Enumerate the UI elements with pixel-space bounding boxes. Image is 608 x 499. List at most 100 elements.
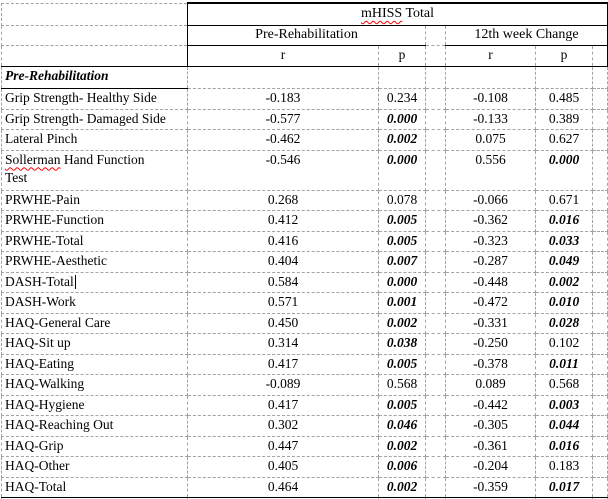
pre-rehab-r-cell[interactable]: 0.302 bbox=[187, 415, 379, 437]
row-label-cell[interactable]: HAQ-Other bbox=[1, 456, 188, 478]
row-label-cell[interactable]: Lateral Pinch bbox=[1, 129, 188, 151]
week12-p-header[interactable]: p bbox=[535, 45, 593, 67]
pre-rehab-p-cell[interactable]: 0.234 bbox=[378, 88, 426, 110]
pre-rehab-p-cell[interactable]: 0.568 bbox=[378, 374, 426, 396]
pre-rehab-r-cell[interactable]: -0.577 bbox=[187, 108, 379, 130]
week12-r-cell[interactable]: -0.448 bbox=[445, 271, 536, 293]
group-header-week12[interactable]: 12th week Change bbox=[445, 25, 608, 46]
week12-r-cell[interactable]: -0.204 bbox=[445, 456, 536, 478]
pre-rehab-p-cell[interactable]: 0.046 bbox=[378, 415, 426, 437]
row-label-cell[interactable]: HAQ-Walking bbox=[1, 374, 188, 396]
pre-rehab-p-cell[interactable]: 0.006 bbox=[378, 456, 426, 478]
week12-r-cell[interactable]: -0.108 bbox=[445, 88, 536, 110]
week12-r-cell[interactable]: -0.331 bbox=[445, 312, 536, 334]
row-label-cell[interactable]: PRWHE-Function bbox=[1, 210, 188, 232]
row-label-cell[interactable]: HAQ-Sit up bbox=[1, 333, 188, 355]
week12-r-cell[interactable]: 0.556 bbox=[445, 149, 536, 191]
pre-rehab-p-cell[interactable]: 0.000 bbox=[378, 149, 426, 191]
week12-r-cell[interactable]: -0.378 bbox=[445, 353, 536, 375]
pre-rehab-p-cell[interactable]: 0.007 bbox=[378, 251, 426, 273]
pre-rehab-r-header[interactable]: r bbox=[187, 45, 379, 67]
pre-rehab-p-cell[interactable]: 0.002 bbox=[378, 476, 426, 498]
week12-p-cell[interactable] bbox=[535, 66, 593, 89]
pre-rehab-r-cell[interactable]: -0.089 bbox=[187, 374, 379, 396]
week12-r-cell[interactable] bbox=[445, 66, 536, 89]
row-label-cell[interactable]: HAQ-Hygiene bbox=[1, 394, 188, 416]
pre-rehab-r-cell[interactable]: 0.571 bbox=[187, 292, 379, 314]
week12-r-cell[interactable]: -0.362 bbox=[445, 210, 536, 232]
week12-r-cell[interactable]: -0.359 bbox=[445, 476, 536, 498]
corner-cell[interactable] bbox=[1, 25, 188, 46]
table-title-cell[interactable]: mHISS Total bbox=[187, 2, 608, 26]
pre-rehab-p-cell[interactable] bbox=[378, 66, 426, 89]
week12-r-cell[interactable]: -0.133 bbox=[445, 108, 536, 130]
row-label-cell[interactable]: Grip Strength- Damaged Side bbox=[1, 108, 188, 130]
week12-p-cell[interactable]: 0.183 bbox=[535, 456, 593, 478]
pre-rehab-p-cell[interactable]: 0.005 bbox=[378, 230, 426, 252]
pre-rehab-p-header[interactable]: p bbox=[378, 45, 426, 67]
row-label-cell[interactable]: DASH-Work bbox=[1, 292, 188, 314]
row-label-cell[interactable]: HAQ-Eating bbox=[1, 353, 188, 375]
pre-rehab-p-cell[interactable]: 0.005 bbox=[378, 353, 426, 375]
row-label-cell[interactable]: HAQ-Total bbox=[1, 476, 188, 498]
row-label-cell[interactable]: HAQ-Reaching Out bbox=[1, 415, 188, 437]
week12-p-cell[interactable]: 0.627 bbox=[535, 129, 593, 151]
week12-p-cell[interactable]: 0.017 bbox=[535, 476, 593, 498]
row-label-cell[interactable]: DASH-Total bbox=[1, 271, 188, 293]
week12-r-cell[interactable]: -0.287 bbox=[445, 251, 536, 273]
pre-rehab-r-cell[interactable]: 0.416 bbox=[187, 230, 379, 252]
week12-p-cell[interactable]: 0.016 bbox=[535, 435, 593, 457]
pre-rehab-p-cell[interactable]: 0.005 bbox=[378, 394, 426, 416]
pre-rehab-p-cell[interactable]: 0.001 bbox=[378, 292, 426, 314]
pre-rehab-r-cell[interactable]: 0.447 bbox=[187, 435, 379, 457]
pre-rehab-r-cell[interactable]: 0.450 bbox=[187, 312, 379, 334]
week12-p-cell[interactable]: 0.568 bbox=[535, 374, 593, 396]
pre-rehab-p-cell[interactable]: 0.002 bbox=[378, 435, 426, 457]
week12-r-cell[interactable]: -0.361 bbox=[445, 435, 536, 457]
week12-p-cell[interactable]: 0.003 bbox=[535, 394, 593, 416]
week12-p-cell[interactable]: 0.033 bbox=[535, 230, 593, 252]
week12-p-cell[interactable]: 0.389 bbox=[535, 108, 593, 130]
row-label-cell[interactable]: Grip Strength- Healthy Side bbox=[1, 88, 188, 110]
week12-p-cell[interactable]: 0.002 bbox=[535, 271, 593, 293]
week12-p-cell[interactable]: 0.016 bbox=[535, 210, 593, 232]
pre-rehab-p-cell[interactable]: 0.002 bbox=[378, 129, 426, 151]
row-label-cell[interactable]: HAQ-Grip bbox=[1, 435, 188, 457]
pre-rehab-r-cell[interactable]: 0.404 bbox=[187, 251, 379, 273]
pre-rehab-p-cell[interactable]: 0.078 bbox=[378, 189, 426, 211]
pre-rehab-r-cell[interactable]: 0.417 bbox=[187, 353, 379, 375]
week12-p-cell[interactable]: 0.049 bbox=[535, 251, 593, 273]
pre-rehab-r-cell[interactable]: 0.314 bbox=[187, 333, 379, 355]
pre-rehab-p-cell[interactable]: 0.002 bbox=[378, 312, 426, 334]
pre-rehab-p-cell[interactable]: 0.038 bbox=[378, 333, 426, 355]
pre-rehab-r-cell[interactable]: 0.268 bbox=[187, 189, 379, 211]
pre-rehab-r-cell[interactable]: 0.405 bbox=[187, 456, 379, 478]
pre-rehab-r-cell[interactable]: -0.183 bbox=[187, 88, 379, 110]
week12-r-header[interactable]: r bbox=[445, 45, 536, 67]
pre-rehab-r-cell[interactable]: 0.584 bbox=[187, 271, 379, 293]
pre-rehab-r-cell[interactable]: -0.462 bbox=[187, 129, 379, 151]
row-label-cell[interactable]: Sollerman Hand Function Test bbox=[1, 149, 188, 191]
pre-rehab-p-cell[interactable]: 0.000 bbox=[378, 108, 426, 130]
pre-rehab-r-cell[interactable]: 0.417 bbox=[187, 394, 379, 416]
week12-p-cell[interactable]: 0.102 bbox=[535, 333, 593, 355]
week12-p-cell[interactable]: 0.671 bbox=[535, 189, 593, 211]
pre-rehab-p-cell[interactable]: 0.000 bbox=[378, 271, 426, 293]
week12-p-cell[interactable]: 0.044 bbox=[535, 415, 593, 437]
pre-rehab-r-cell[interactable]: 0.412 bbox=[187, 210, 379, 232]
pre-rehab-r-cell[interactable] bbox=[187, 66, 379, 89]
week12-r-cell[interactable]: 0.075 bbox=[445, 129, 536, 151]
week12-r-cell[interactable]: 0.089 bbox=[445, 374, 536, 396]
row-label-cell[interactable]: PRWHE-Total bbox=[1, 230, 188, 252]
section-header-cell[interactable]: Pre-Rehabilitation bbox=[1, 66, 188, 89]
week12-p-cell[interactable]: 0.010 bbox=[535, 292, 593, 314]
pre-rehab-p-cell[interactable]: 0.005 bbox=[378, 210, 426, 232]
pre-rehab-r-cell[interactable]: -0.546 bbox=[187, 149, 379, 191]
week12-p-cell[interactable]: 0.011 bbox=[535, 353, 593, 375]
corner-cell[interactable] bbox=[1, 2, 188, 26]
week12-p-cell[interactable]: 0.028 bbox=[535, 312, 593, 334]
pre-rehab-r-cell[interactable]: 0.464 bbox=[187, 476, 379, 498]
group-header-pre-rehab[interactable]: Pre-Rehabilitation bbox=[187, 25, 426, 46]
week12-r-cell[interactable]: -0.442 bbox=[445, 394, 536, 416]
week12-p-cell[interactable]: 0.000 bbox=[535, 149, 593, 191]
